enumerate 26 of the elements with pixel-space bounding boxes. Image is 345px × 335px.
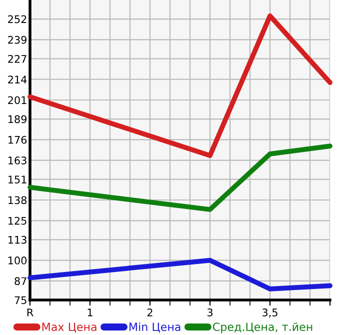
y-tick-label: 189 [8, 115, 26, 124]
legend-label: Сред.Цена, т.йен [212, 322, 312, 334]
legend-label: Min Цена [130, 322, 180, 333]
x-tick-label: 1 [88, 308, 92, 316]
line-series [28, 258, 332, 292]
x-tick-label: 2 [147, 308, 152, 316]
x-tick-label: 3 [207, 308, 212, 316]
y-tick-label: 138 [8, 196, 27, 204]
y-tick-label: 252 [8, 15, 26, 24]
y-tick-label: 214 [8, 76, 27, 84]
y-tick-label: 125 [8, 216, 26, 225]
y-tick-label: 163 [8, 156, 26, 164]
y-tick-label: 151 [8, 176, 26, 184]
x-tick-label: 3,5 [262, 308, 278, 318]
y-tick-label: 239 [8, 36, 26, 44]
line-series [28, 13, 332, 158]
y-tick-label: 113 [8, 236, 26, 244]
y-tick-label: 201 [8, 96, 26, 104]
y-tick-label: 87 [14, 277, 26, 286]
y-tick-label: 176 [8, 136, 27, 144]
y-tick-label: 100 [8, 256, 27, 264]
y-tick-label: 227 [8, 54, 26, 63]
y-tick-label: 75 [14, 296, 26, 304]
x-tick-label: R [27, 308, 34, 316]
legend-label: Max Цена [42, 322, 96, 333]
line-series [28, 144, 332, 212]
